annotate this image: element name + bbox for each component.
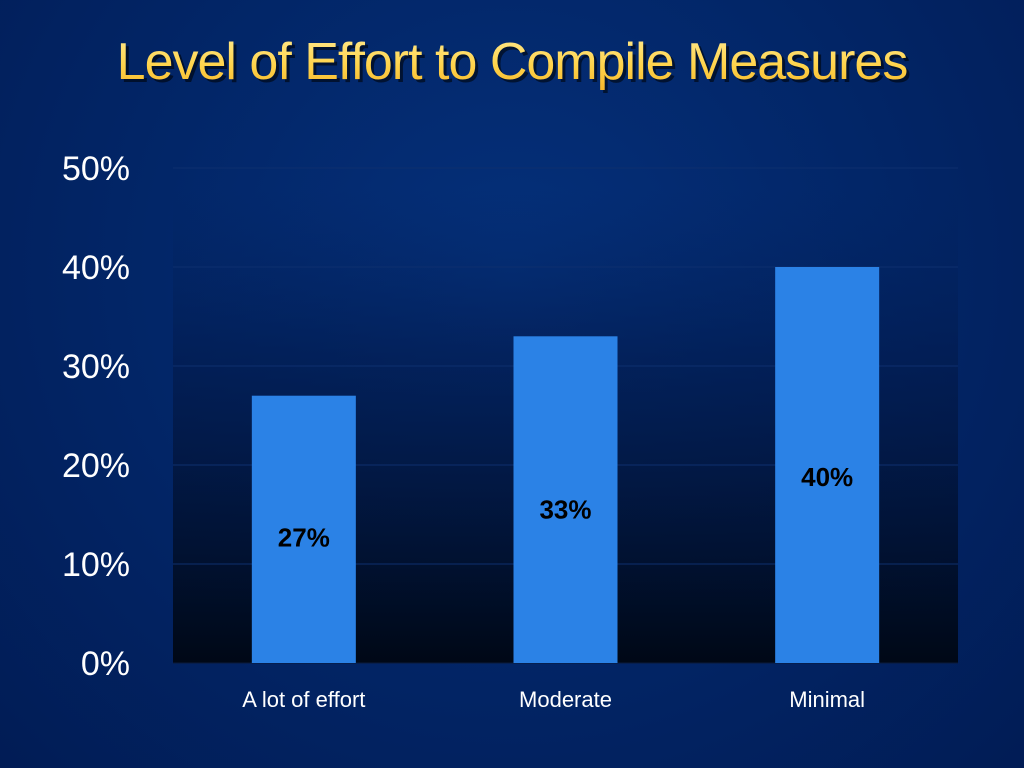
x-axis-ticks: A lot of effort Moderate Minimal bbox=[242, 687, 865, 712]
y-tick-label: 50% bbox=[62, 150, 130, 188]
x-tick-label: A lot of effort bbox=[242, 687, 365, 712]
x-tick-label: Minimal bbox=[789, 687, 865, 712]
bars bbox=[251, 267, 880, 663]
bar bbox=[251, 395, 356, 663]
slide-title: Level of Effort to Compile Measures bbox=[0, 22, 1024, 102]
data-label: 33% bbox=[539, 494, 591, 524]
y-tick-label: 10% bbox=[62, 546, 130, 584]
y-axis-ticks: 0% 10% 20% 30% 40% 50% bbox=[62, 150, 130, 683]
bar bbox=[775, 267, 880, 663]
data-label: 40% bbox=[801, 462, 853, 492]
slide-title-shadow: Level of Effort to Compile Measures bbox=[3, 25, 1024, 105]
bar bbox=[513, 336, 618, 663]
data-label: 27% bbox=[278, 522, 330, 552]
data-labels: 27% 33% 40% bbox=[278, 462, 853, 552]
y-tick-label: 0% bbox=[81, 645, 130, 683]
x-tick-label: Moderate bbox=[519, 687, 612, 712]
y-tick-label: 40% bbox=[62, 249, 130, 287]
y-tick-label: 30% bbox=[62, 348, 130, 386]
y-tick-label: 20% bbox=[62, 447, 130, 485]
